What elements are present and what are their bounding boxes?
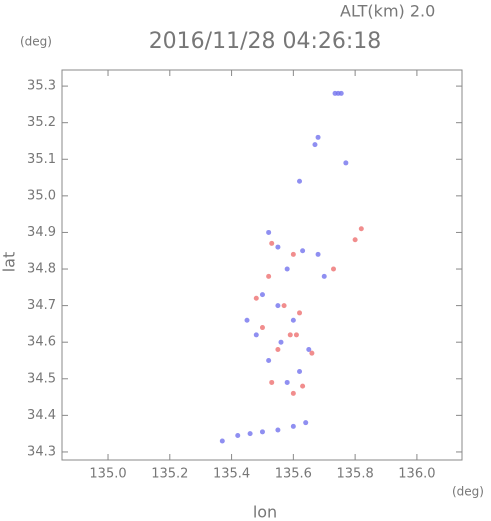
y-tick-label: 35.3 bbox=[27, 79, 56, 94]
echo-point bbox=[247, 431, 253, 437]
echo-point bbox=[266, 273, 272, 279]
echo-point bbox=[309, 350, 315, 356]
echo-point bbox=[293, 332, 299, 338]
y-tick-label: 35.0 bbox=[27, 188, 56, 203]
echo-point bbox=[321, 273, 327, 279]
echo-point bbox=[275, 347, 281, 353]
echo-point bbox=[290, 390, 296, 396]
echo-point bbox=[290, 423, 296, 429]
x-tick-label: 135.8 bbox=[337, 467, 374, 482]
echo-point bbox=[253, 332, 259, 338]
y-tick-label: 34.3 bbox=[27, 444, 56, 459]
x-tick-label: 135.4 bbox=[213, 467, 250, 482]
echo-point bbox=[259, 429, 265, 435]
echo-point bbox=[306, 347, 312, 353]
echo-point bbox=[297, 368, 303, 374]
y-tick-label: 34.5 bbox=[27, 371, 56, 386]
echo-point bbox=[266, 229, 272, 235]
echo-point bbox=[284, 266, 290, 272]
echo-point bbox=[290, 317, 296, 323]
echo-point bbox=[259, 292, 265, 298]
echo-point bbox=[303, 420, 309, 426]
x-tick-label: 136.0 bbox=[398, 467, 435, 482]
echo-point bbox=[219, 438, 225, 444]
y-tick-label: 34.6 bbox=[27, 335, 56, 350]
echo-point bbox=[287, 332, 293, 338]
echo-point bbox=[332, 90, 338, 96]
echo-point bbox=[281, 303, 287, 309]
echo-point bbox=[244, 317, 250, 323]
echo-point bbox=[278, 339, 284, 345]
altitude-label: ALT(km) 2.0 bbox=[340, 2, 435, 21]
y-tick-label: 34.8 bbox=[27, 262, 56, 277]
echo-point bbox=[275, 303, 281, 309]
echo-point bbox=[358, 226, 364, 232]
echo-point bbox=[275, 427, 281, 433]
echo-point bbox=[315, 134, 321, 140]
x-axis-label: lon bbox=[253, 503, 277, 521]
echo-point bbox=[315, 251, 321, 257]
echo-point bbox=[275, 244, 281, 250]
y-axis-label: lat bbox=[0, 252, 19, 273]
echo-point bbox=[338, 90, 344, 96]
echo-point bbox=[266, 357, 272, 363]
chart-title: 2016/11/28 04:26:18 bbox=[149, 29, 382, 54]
echo-point bbox=[312, 142, 318, 148]
x-unit: (deg) bbox=[452, 485, 484, 499]
echo-point bbox=[331, 266, 337, 272]
echo-point bbox=[300, 383, 306, 389]
echo-point bbox=[235, 432, 241, 438]
x-tick-label: 135.0 bbox=[89, 467, 126, 482]
echo-point bbox=[352, 237, 358, 243]
echo-point bbox=[300, 248, 306, 254]
echo-point bbox=[297, 310, 303, 316]
y-unit: (deg) bbox=[20, 35, 52, 49]
echo-point bbox=[269, 379, 275, 385]
plot-frame bbox=[61, 69, 463, 461]
y-tick-label: 35.2 bbox=[27, 115, 56, 130]
y-tick-label: 34.4 bbox=[27, 408, 56, 423]
echo-point bbox=[290, 251, 296, 257]
x-tick-label: 135.6 bbox=[275, 467, 312, 482]
x-tick-label: 135.2 bbox=[151, 467, 188, 482]
echo-point bbox=[284, 379, 290, 385]
y-tick-label: 34.7 bbox=[27, 298, 56, 313]
echo-point bbox=[269, 240, 275, 246]
y-tick-label: 34.9 bbox=[27, 225, 56, 240]
y-tick-label: 35.1 bbox=[27, 152, 56, 167]
echo-point bbox=[297, 178, 303, 184]
echo-point bbox=[343, 160, 349, 166]
echo-point bbox=[259, 325, 265, 331]
echo-point bbox=[253, 295, 259, 301]
